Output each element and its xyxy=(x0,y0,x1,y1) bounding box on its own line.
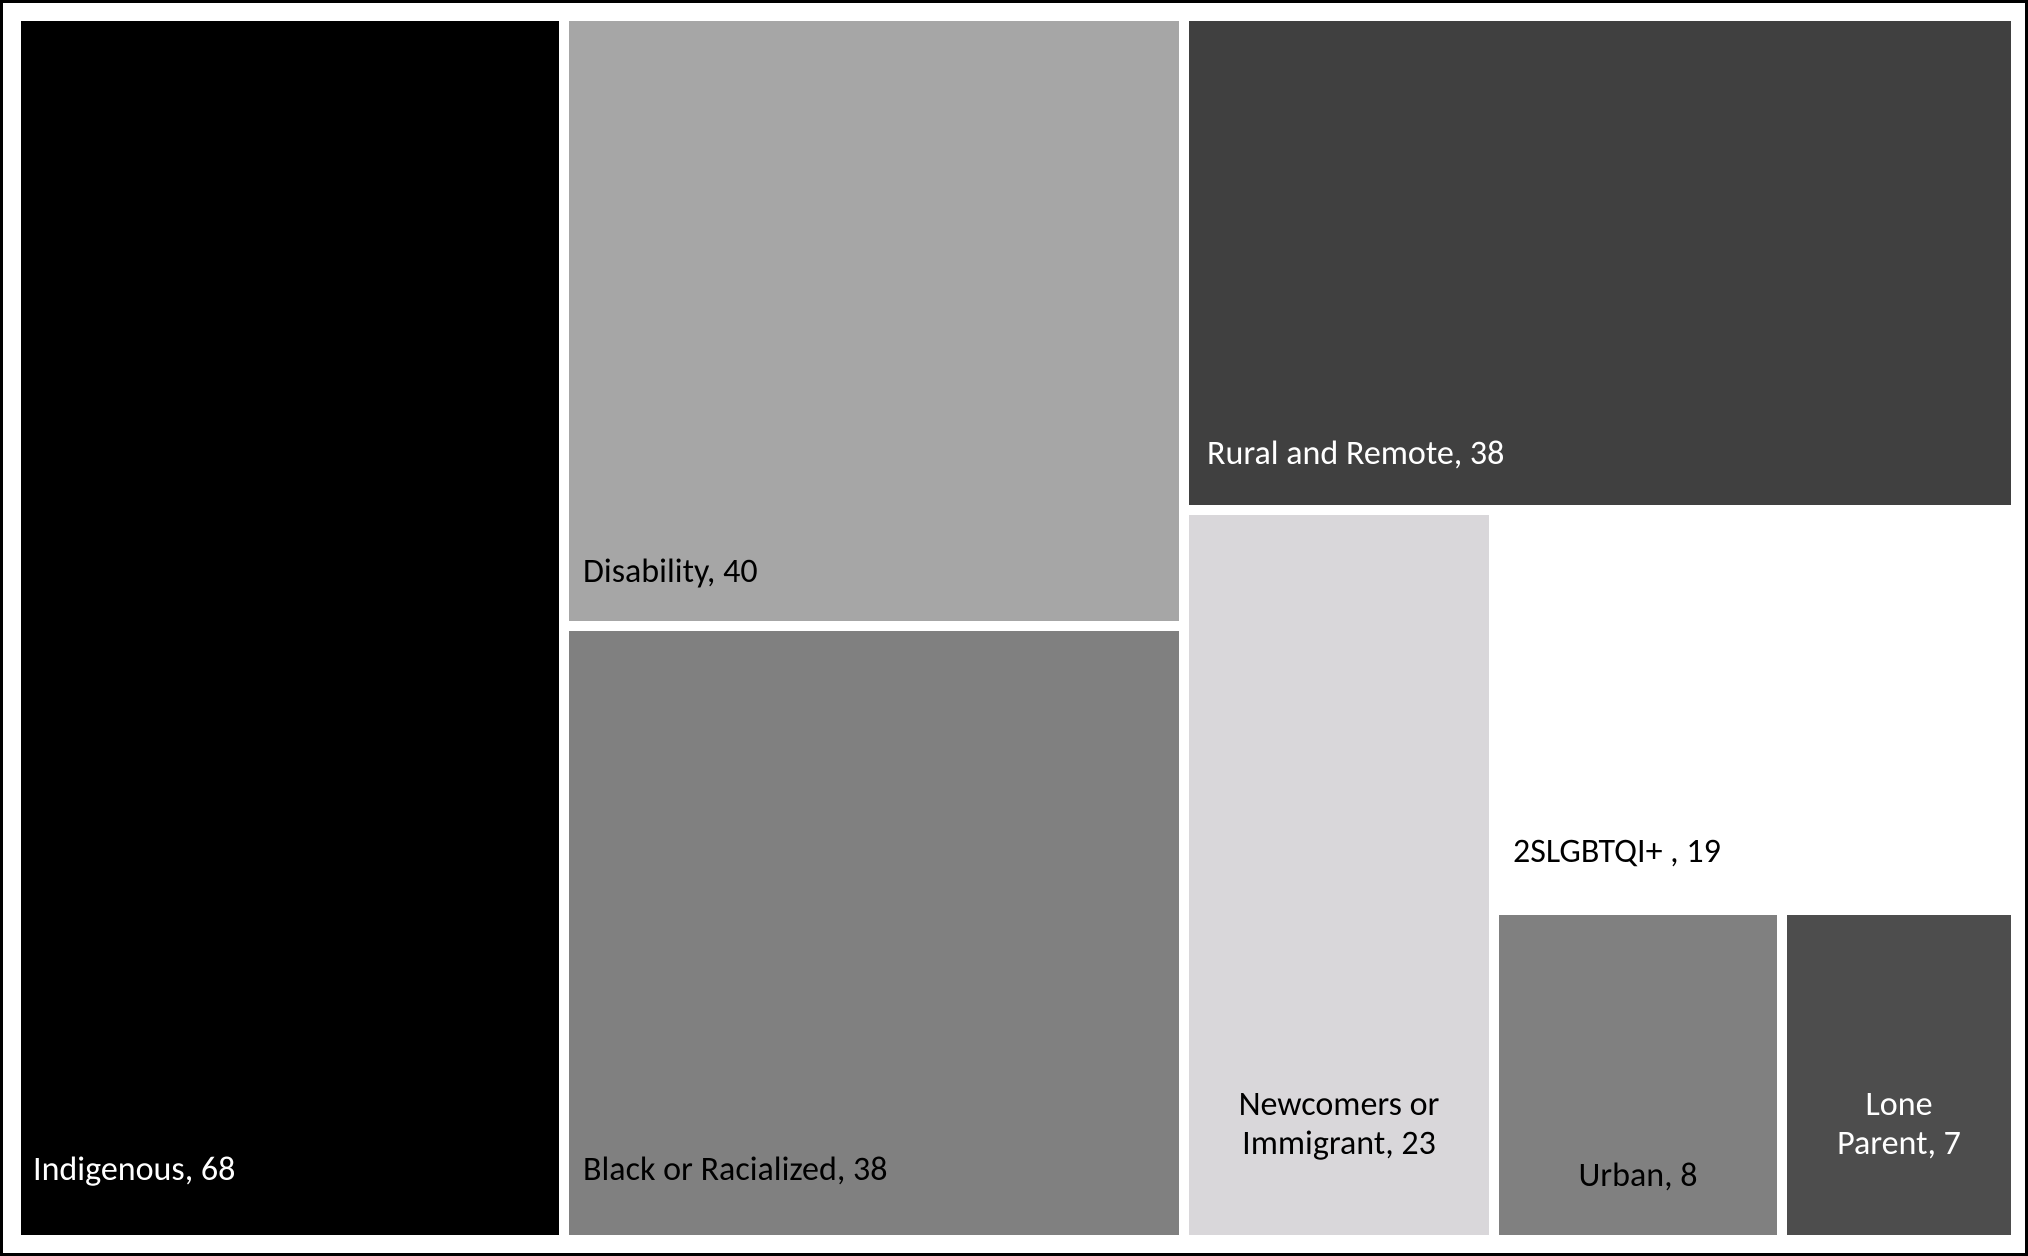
label-disability: Disability, 40 xyxy=(583,552,758,591)
tile-lone-parent xyxy=(1787,915,2011,1235)
tile-black-or-racialized xyxy=(569,631,1179,1235)
tile-indigenous xyxy=(21,21,559,1235)
label-rural-and-remote: Rural and Remote, 38 xyxy=(1207,434,1504,473)
label-indigenous: Indigenous, 68 xyxy=(33,1150,235,1189)
tile-disability xyxy=(569,21,1179,621)
label-black-or-racialized: Black or Racialized, 38 xyxy=(583,1150,887,1189)
label-newcomers-or-immigrant: Newcomers or Immigrant, 23 xyxy=(1239,1085,1440,1163)
treemap-chart: Indigenous, 68 Disability, 40 Black or Rac… xyxy=(0,0,2028,1256)
label-2slgbtqi: 2SLGBTQI+ , 19 xyxy=(1513,832,1721,871)
label-urban: Urban, 8 xyxy=(1578,1156,1697,1195)
label-lone-parent: Lone Parent, 7 xyxy=(1837,1085,1961,1163)
